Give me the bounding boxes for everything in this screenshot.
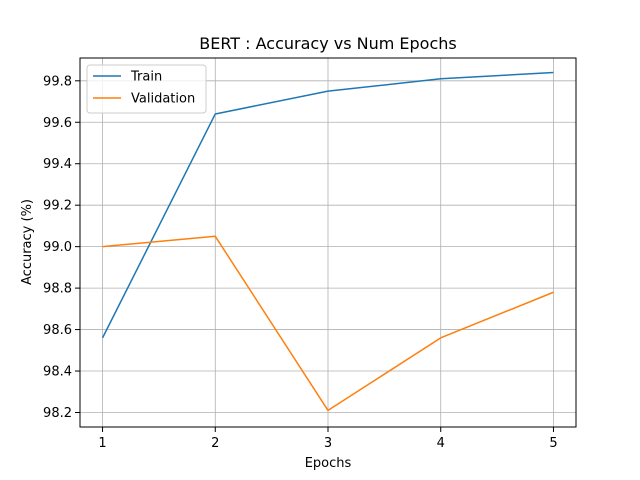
series-line-train (101, 71, 554, 339)
y-tick-label: 98.6 (43, 323, 72, 338)
y-tick-label: 98.8 (43, 282, 72, 297)
x-tick-label: 4 (437, 436, 445, 451)
legend-box (86, 64, 207, 114)
y-tick-label: 99.6 (43, 116, 72, 131)
x-axis-label: Epochs (305, 456, 352, 471)
series-line-validation (102, 235, 554, 412)
x-tick-label: 5 (549, 436, 557, 451)
y-axis: 98.2 98.4 98.6 98.8 99.0 99.2 99.4 99.6 99.8 (43, 74, 80, 421)
y-axis-label: Accuracy (%) (20, 199, 35, 285)
series-lines (101, 71, 554, 412)
x-tick-label: 3 (324, 436, 332, 451)
y-tick-label: 99.4 (43, 157, 72, 172)
legend-label-train: Train (130, 70, 162, 85)
grid (80, 58, 576, 427)
y-tick-label: 98.4 (43, 365, 72, 380)
y-tick-label: 99.8 (43, 74, 72, 89)
x-tick-label: 1 (98, 436, 106, 451)
x-axis: 1 2 3 4 5 (98, 427, 558, 451)
y-tick-label: 99.0 (43, 240, 72, 255)
x-tick-label: 2 (211, 436, 219, 451)
y-tick-label: 98.2 (43, 406, 72, 421)
legend: Train Validation (86, 64, 207, 114)
y-tick-label: 99.2 (43, 199, 72, 214)
chart-title: BERT : Accuracy vs Num Epochs (199, 34, 457, 53)
legend-label-validation: Validation (131, 92, 195, 107)
